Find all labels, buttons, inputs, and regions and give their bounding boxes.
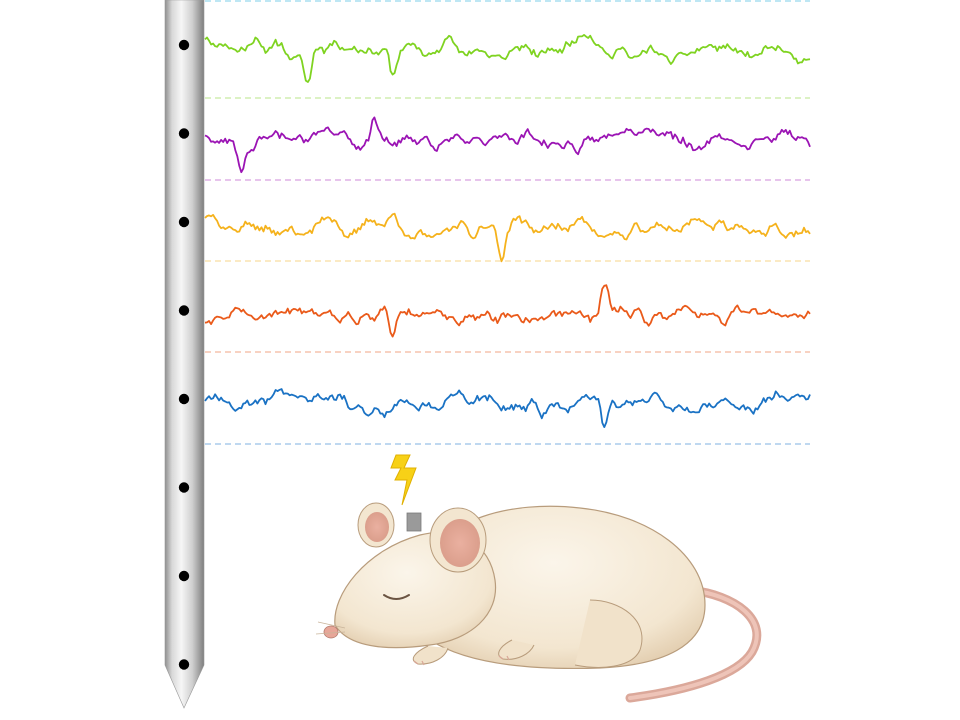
electrode-site: [178, 216, 190, 228]
electrode-probe: [164, 0, 205, 709]
electrode-site: [178, 570, 190, 582]
lightning-bolt-icon: [390, 454, 417, 506]
implant-connector-icon: [406, 512, 422, 532]
probe-shank: [164, 0, 205, 709]
electrode-site: [178, 305, 190, 316]
electrode-site: [178, 482, 190, 493]
sleeping-mouse-icon: [315, 502, 762, 703]
electrode-site: [178, 659, 190, 670]
trace-3-signal: [204, 212, 811, 263]
mouse-eye-closed: [383, 594, 410, 600]
electrode-site: [178, 39, 190, 51]
trace-4-signal: [204, 284, 811, 338]
trace-5-signal: [204, 388, 811, 429]
electrode-sites: [178, 39, 190, 670]
electrode-site: [178, 393, 190, 405]
eeg-traces: [204, 34, 811, 445]
electrode-site: [178, 128, 190, 139]
trace-1-signal: [204, 34, 811, 83]
trace-2-signal: [204, 116, 811, 174]
